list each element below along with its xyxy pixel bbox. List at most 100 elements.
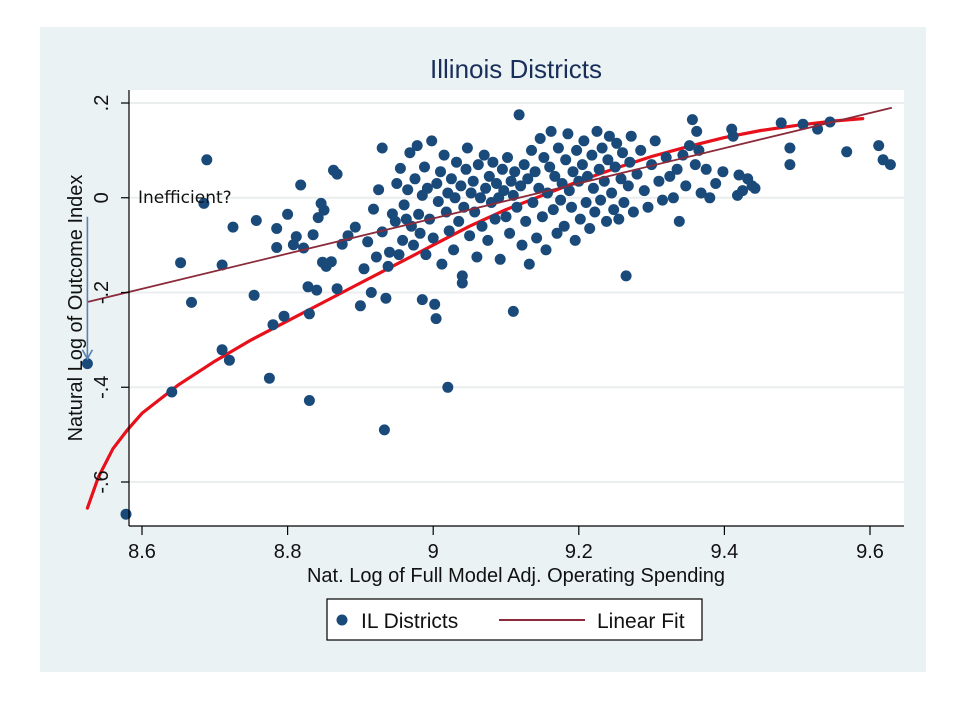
data-point [438, 149, 450, 161]
data-point [427, 232, 439, 244]
data-point [609, 161, 621, 173]
data-point [303, 308, 315, 320]
data-point [686, 114, 698, 126]
data-point [382, 260, 394, 272]
data-point [631, 168, 643, 180]
data-point [376, 142, 388, 154]
data-point [589, 206, 601, 218]
data-point [611, 137, 623, 149]
data-point [566, 201, 577, 213]
data-point [513, 109, 525, 121]
data-point [522, 173, 534, 185]
data-point [523, 258, 535, 270]
data-point [426, 135, 438, 147]
data-point [419, 161, 430, 173]
data-point [873, 140, 885, 152]
data-point [562, 128, 574, 140]
data-point [775, 117, 787, 129]
data-point [500, 211, 512, 223]
annotation-text: Inefficient? [138, 188, 232, 208]
data-point [358, 263, 370, 275]
data-point [271, 223, 283, 234]
data-point [657, 194, 668, 206]
data-point [710, 178, 722, 189]
data-point [421, 182, 433, 194]
data-point [618, 197, 630, 208]
data-point [533, 182, 545, 194]
data-point [547, 204, 559, 216]
data-point [248, 289, 260, 301]
data-point [502, 152, 513, 163]
data-point [368, 203, 379, 215]
linear-fit-line [87, 106, 893, 303]
data-point [507, 305, 519, 317]
data-point [302, 281, 314, 293]
data-point [544, 161, 556, 173]
legend: IL Districts Linear Fit [326, 598, 703, 641]
data-point [784, 142, 796, 154]
data-point [549, 170, 561, 182]
data-point [624, 156, 636, 168]
data-point [432, 196, 444, 207]
x-axis-title: Nat. Log of Full Model Adj. Operating Sp… [307, 565, 725, 587]
data-point [563, 185, 575, 197]
grid [129, 102, 904, 483]
data-point [520, 215, 532, 227]
data-point [749, 182, 761, 194]
data-point [602, 154, 614, 166]
data-point [884, 159, 896, 171]
data-point [318, 204, 330, 216]
data-point [505, 175, 517, 187]
data-point [587, 182, 599, 194]
data-point [551, 227, 563, 239]
y-tick-label: 0 [91, 192, 113, 203]
data-point [536, 211, 548, 223]
chart-title: Illinois Districts [430, 54, 602, 84]
data-point [282, 208, 294, 220]
legend-label-il-districts: IL Districts [361, 610, 458, 633]
data-point [389, 215, 401, 227]
data-point [408, 239, 419, 251]
data-point [250, 215, 262, 226]
x-ticks: 8.6 8.8 9 9.2 9.4 9.6 [128, 526, 884, 563]
data-point [667, 192, 679, 204]
data-point [453, 215, 465, 227]
data-point [271, 242, 283, 253]
data-point [511, 201, 523, 213]
data-point [586, 149, 598, 161]
legend-label-linear-fit: Linear Fit [597, 610, 685, 633]
data-point [431, 178, 443, 189]
data-point [496, 163, 508, 175]
data-point [584, 223, 596, 234]
data-point [472, 159, 484, 171]
data-point [380, 292, 392, 304]
data-point [290, 231, 302, 243]
data-point [227, 221, 239, 233]
data-point [378, 424, 390, 436]
data-point [409, 173, 421, 185]
data-point [534, 133, 546, 144]
data-point [691, 125, 703, 137]
data-point [545, 125, 557, 137]
data-point [560, 154, 572, 166]
data-point [482, 234, 494, 246]
data-point [509, 166, 521, 178]
data-point [384, 246, 395, 258]
x-tick-label: 9.2 [565, 541, 593, 563]
data-point [518, 159, 530, 171]
data-point [527, 197, 539, 208]
data-point [480, 182, 492, 194]
data-point [684, 140, 695, 152]
data-point [576, 159, 588, 171]
data-point [442, 381, 454, 393]
data-point [606, 187, 618, 199]
data-point [617, 147, 628, 159]
data-point [263, 372, 275, 384]
data-point [558, 220, 570, 232]
data-point [635, 144, 647, 156]
data-point [717, 166, 729, 178]
data-point [526, 144, 537, 156]
data-point [413, 208, 425, 220]
data-point [622, 180, 634, 192]
data-point [307, 229, 319, 241]
